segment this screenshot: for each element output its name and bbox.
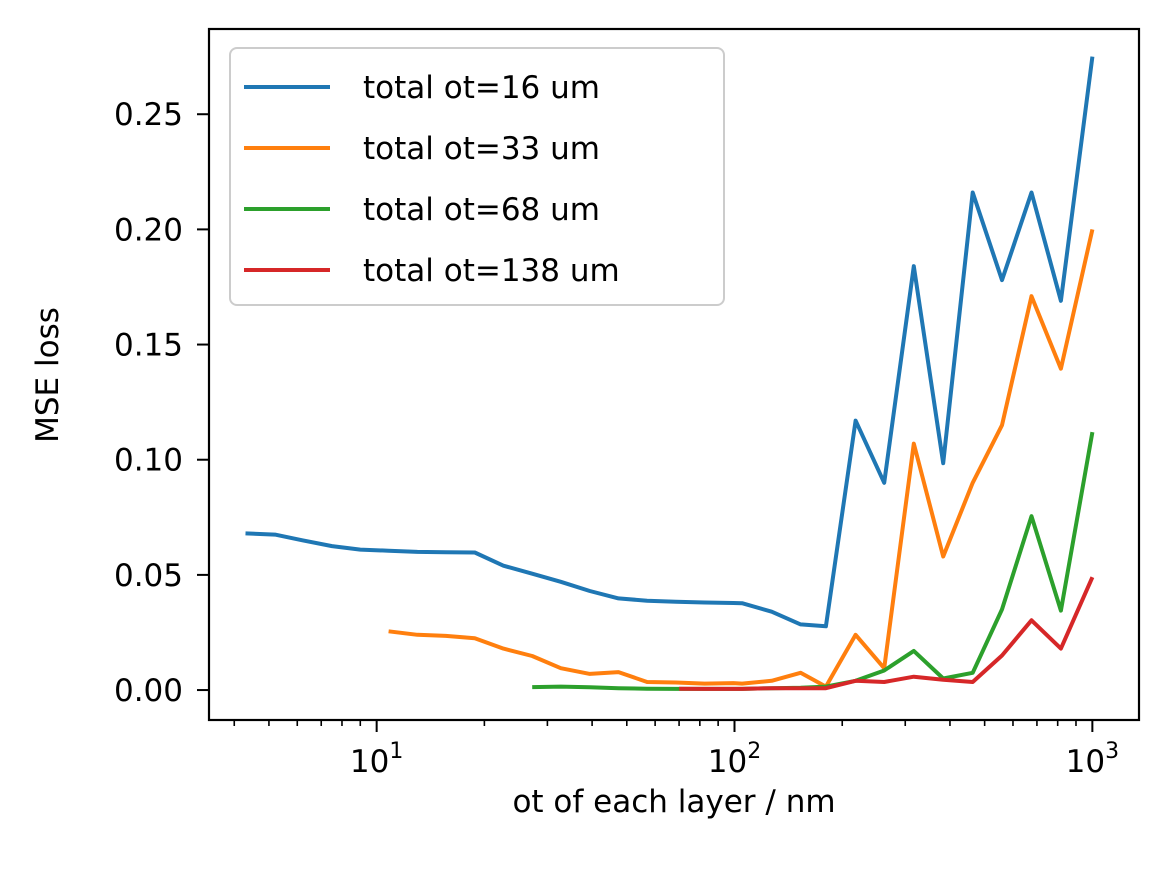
y-tick-label: 0.00 — [114, 673, 183, 709]
legend-box — [229, 47, 725, 306]
series-line-1 — [245, 56, 1095, 629]
series-layer — [245, 56, 1095, 691]
x-tick-label: 102 — [708, 739, 761, 780]
y-tick-label: 0.20 — [114, 212, 183, 248]
y-axis: 0.00 0.05 0.10 0.15 0.20 0.25 — [114, 97, 209, 709]
y-axis-label: MSE loss — [30, 307, 66, 443]
x-tick-label: 103 — [1066, 739, 1119, 780]
y-tick-label: 0.05 — [114, 558, 183, 594]
series-line-4 — [679, 576, 1095, 691]
plot-frame — [207, 27, 1141, 722]
x-axis: 101 102 103 — [233, 720, 1119, 780]
x-tick-label: 101 — [350, 739, 403, 780]
legend-label-4: total ot=138 um — [363, 253, 620, 289]
y-tick-label: 0.25 — [114, 97, 183, 133]
legend-label-2: total ot=33 um — [363, 131, 600, 167]
y-tick-label: 0.10 — [114, 443, 183, 479]
legend: total ot=16 um total ot=33 um total ot=68 … — [229, 47, 725, 306]
legend-label-3: total ot=68 um — [363, 192, 600, 228]
x-axis-label: ot of each layer / nm — [512, 784, 835, 820]
series-line-2 — [388, 228, 1095, 689]
y-tick-label: 0.15 — [114, 328, 183, 364]
legend-label-1: total ot=16 um — [363, 70, 600, 106]
